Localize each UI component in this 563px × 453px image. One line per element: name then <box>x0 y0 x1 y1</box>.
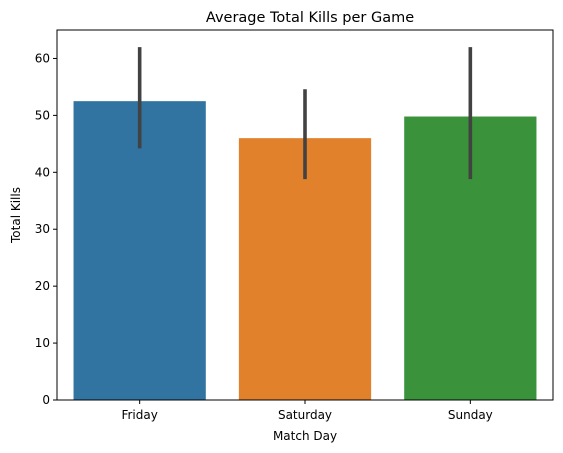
y-tick-label: 0 <box>42 393 50 407</box>
y-tick-label: 60 <box>35 51 50 65</box>
x-tick-label: Saturday <box>278 408 332 422</box>
bar-saturday <box>238 138 372 400</box>
x-tick-label: Friday <box>121 408 157 422</box>
x-axis-label: Match Day <box>273 429 337 443</box>
plot-area: 0 10 20 30 40 50 60 Friday Saturday Sunday <box>35 29 554 422</box>
y-tick-label: 30 <box>35 222 50 236</box>
y-tick-label: 40 <box>35 165 50 179</box>
y-tick-label: 10 <box>35 336 50 350</box>
y-tick-label: 50 <box>35 108 50 122</box>
chart-title: Average Total Kills per Game <box>206 10 414 26</box>
bar-friday <box>73 101 206 401</box>
y-axis-label: Total Kills <box>9 187 23 244</box>
y-tick-label: 20 <box>35 279 50 293</box>
x-tick-label: Sunday <box>448 408 493 422</box>
